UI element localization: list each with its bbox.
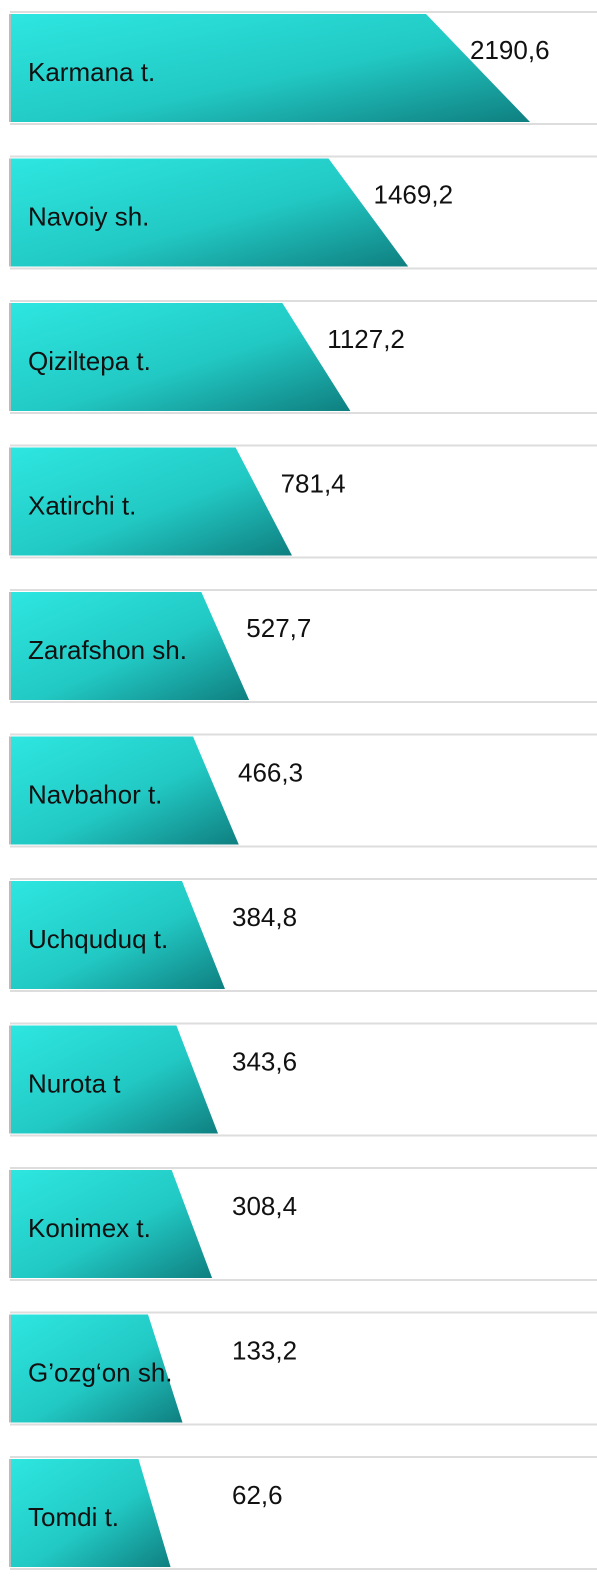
value-label: 62,6	[232, 1480, 283, 1510]
category-label: Qiziltepa t.	[28, 346, 151, 376]
category-label: Zarafshon sh.	[28, 635, 187, 665]
value-label: 466,3	[238, 757, 303, 787]
bar	[10, 1314, 183, 1423]
bar	[10, 881, 225, 989]
category-label: G’ozg‘on sh.	[28, 1357, 173, 1387]
value-label: 1469,2	[374, 179, 454, 209]
category-label: Nurota t	[28, 1068, 121, 1098]
category-label: Navoiy sh.	[28, 201, 149, 231]
bar	[10, 1025, 219, 1134]
category-label: Uchquduq t.	[28, 924, 168, 954]
bar	[10, 1459, 171, 1567]
value-label: 308,4	[232, 1191, 297, 1221]
value-label: 1127,2	[327, 324, 405, 354]
category-label: Konimex t.	[28, 1213, 151, 1243]
bar	[10, 736, 239, 845]
category-label: Xatirchi t.	[28, 490, 136, 520]
bar	[10, 1170, 213, 1278]
value-label: 343,6	[232, 1046, 297, 1076]
value-label: 384,8	[232, 902, 297, 932]
category-label: Tomdi t.	[28, 1502, 119, 1532]
value-label: 2190,6	[470, 35, 550, 65]
bar	[10, 447, 292, 556]
bar	[10, 592, 250, 700]
bar	[10, 14, 530, 122]
bar	[10, 303, 351, 411]
bar	[10, 158, 409, 267]
category-label: Navbahor t.	[28, 779, 162, 809]
value-label: 781,4	[281, 468, 346, 498]
value-label: 133,2	[232, 1335, 297, 1365]
value-label: 527,7	[246, 613, 311, 643]
category-label: Karmana t.	[28, 57, 155, 87]
